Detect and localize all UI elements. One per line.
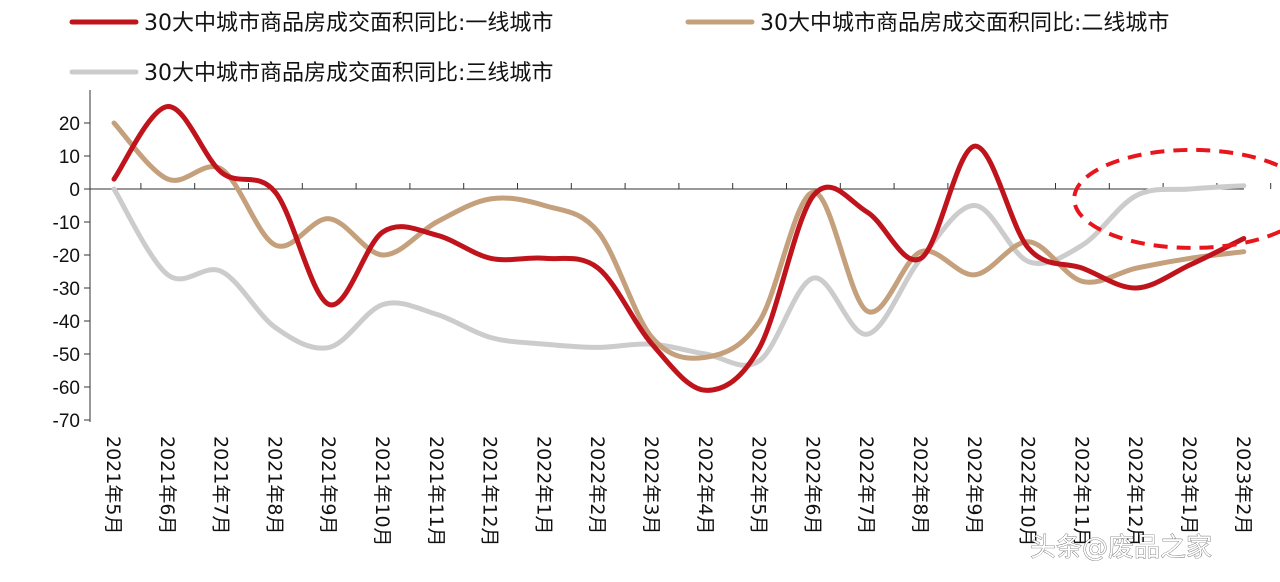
- x-category-label: 2021年11月: [425, 436, 447, 547]
- highlight-annotation: [1072, 147, 1280, 250]
- x-category-label: 2021年9月: [317, 436, 339, 534]
- x-category-label: 2022年4月: [694, 436, 716, 534]
- x-category-label: 2022年10月: [1017, 436, 1039, 547]
- x-category-label: 2022年12月: [1124, 436, 1146, 547]
- x-category-label: 2022年8月: [909, 436, 931, 534]
- x-category-label: 2022年11月: [1070, 436, 1092, 547]
- y-tick-label: -20: [53, 246, 80, 267]
- x-category-label: 2021年10月: [371, 436, 393, 547]
- y-tick-label: 10: [59, 147, 80, 168]
- legend-label: 30大中城市商品房成交面积同比:二线城市: [760, 11, 1169, 36]
- x-category-label: 2022年5月: [748, 436, 770, 534]
- x-category-label: 2022年7月: [855, 436, 877, 534]
- x-category-label: 2023年2月: [1232, 436, 1254, 534]
- x-category-label: 2021年7月: [210, 436, 232, 534]
- y-tick-label: -40: [53, 312, 80, 333]
- y-tick-label: -10: [53, 213, 80, 234]
- y-tick-label: -30: [53, 279, 80, 300]
- x-category-label: 2021年12月: [479, 436, 501, 547]
- x-category-label: 2022年1月: [532, 436, 554, 534]
- x-category-label: 2022年2月: [586, 436, 608, 534]
- series-line-tier3: [111, 183, 1247, 368]
- y-tick-label: 20: [59, 114, 80, 135]
- y-tick-label: -50: [53, 345, 80, 366]
- x-category-label: 2022年3月: [640, 436, 662, 534]
- x-category-label: 2021年8月: [263, 436, 285, 534]
- axes: 20 10 0 -10 -20 -30 -40 -50 -60 -70: [53, 90, 1272, 432]
- series-lines: [111, 104, 1247, 393]
- series-line-tier1: [111, 104, 1247, 393]
- y-tick-label: 0: [69, 180, 80, 201]
- legend-label: 30大中城市商品房成交面积同比:三线城市: [144, 61, 553, 86]
- y-tick-label: -60: [53, 378, 80, 399]
- watermark-text: 头条@废品之家: [1030, 533, 1212, 563]
- series-line-tier2: [111, 120, 1247, 361]
- highlight-ellipse: [1072, 147, 1280, 250]
- x-category-label: 2022年9月: [963, 436, 985, 534]
- y-tick-label: -70: [53, 411, 80, 432]
- x-category-label: 2022年6月: [801, 436, 823, 534]
- legend: 30大中城市商品房成交面积同比:一线城市 30大中城市商品房成交面积同比:二线城市…: [69, 11, 1169, 86]
- category-labels: 2021年5月 2021年6月 2021年7月 2021年8月 2021年9月 2021年…: [102, 436, 1254, 547]
- x-category-label: 2023年1月: [1178, 436, 1200, 534]
- x-category-label: 2021年5月: [102, 436, 124, 534]
- legend-label: 30大中城市商品房成交面积同比:一线城市: [144, 11, 553, 36]
- x-category-label: 2021年6月: [156, 436, 178, 534]
